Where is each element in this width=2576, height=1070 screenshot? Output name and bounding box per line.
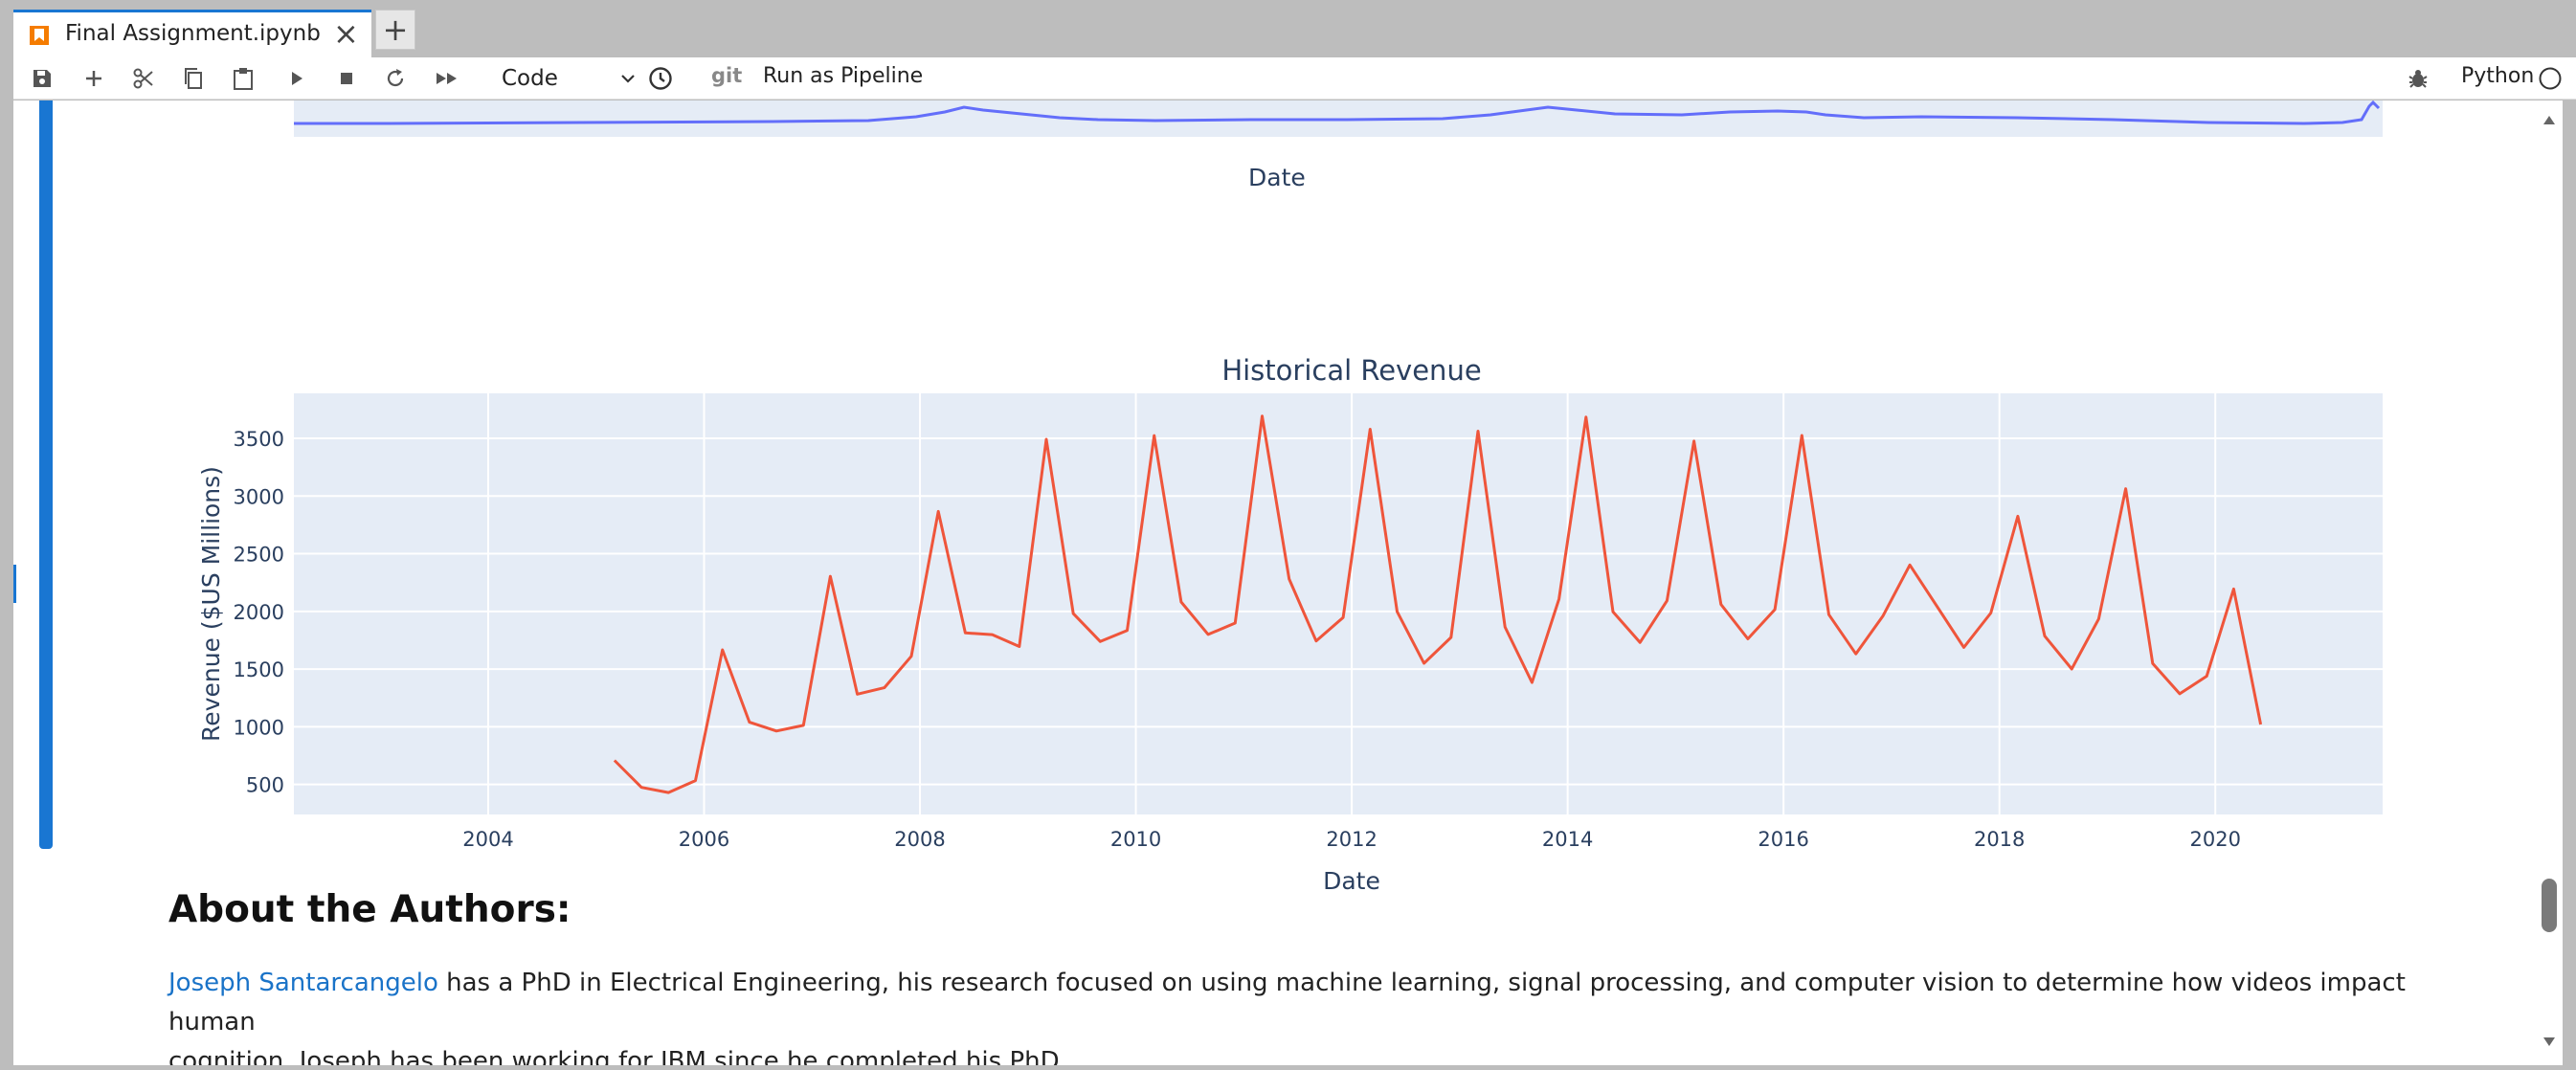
run-icon[interactable] xyxy=(283,65,310,92)
close-tab-icon[interactable]: × xyxy=(333,15,359,52)
restart-icon[interactable] xyxy=(382,65,409,92)
about-authors-paragraph: Joseph Santarcangelo has a PhD in Electr… xyxy=(168,964,2418,1065)
tab-title: Final Assignment.ipynb xyxy=(65,21,321,46)
historical-revenue-chart: Historical Revenue 2004 2006 2008 2010 2012 2… xyxy=(197,354,2383,895)
x-tick-label: 2016 xyxy=(1758,828,1808,851)
x-gridlines xyxy=(486,393,2217,814)
add-cell-icon[interactable] xyxy=(80,65,107,92)
chart-title: Historical Revenue xyxy=(1221,354,1481,387)
clock-icon[interactable] xyxy=(646,65,675,92)
cut-icon[interactable] xyxy=(130,65,157,92)
y-tick-label: 1000 xyxy=(234,716,284,739)
x-tick-label: 2018 xyxy=(1974,828,2025,851)
previous-plot-area xyxy=(294,100,2383,137)
notebook-icon xyxy=(29,25,50,46)
notebook-tab[interactable]: Final Assignment.ipynb × xyxy=(13,10,371,57)
save-icon[interactable] xyxy=(29,65,56,92)
scroll-up-icon[interactable] xyxy=(2542,112,2557,130)
plot-background xyxy=(294,393,2383,814)
stop-icon[interactable] xyxy=(333,65,360,92)
copy-icon[interactable] xyxy=(180,65,207,92)
author-link[interactable]: Joseph Santarcangelo xyxy=(168,969,438,997)
fast-forward-icon[interactable] xyxy=(433,65,461,92)
y-gridlines xyxy=(294,437,2383,786)
x-tick-label: 2006 xyxy=(679,828,729,851)
author-bio-line2: cognition. Joseph has been working for I… xyxy=(168,1047,1067,1065)
y-tick-label: 1500 xyxy=(234,658,284,681)
revenue-line xyxy=(613,414,2263,794)
previous-plot-x-axis-label: Date xyxy=(1248,164,1306,191)
kernel-status-icon xyxy=(2537,65,2564,92)
x-tick-label: 2020 xyxy=(2189,828,2240,851)
x-tick-label: 2010 xyxy=(1110,828,1161,851)
x-tick-label: 2008 xyxy=(894,828,945,851)
y-tick-label: 3000 xyxy=(234,485,284,508)
active-cell-indicator[interactable] xyxy=(39,100,53,849)
new-tab-button[interactable]: + xyxy=(375,10,415,50)
author-bio-line1: has a PhD in Electrical Engineering, his… xyxy=(168,969,2406,1037)
paste-icon[interactable] xyxy=(230,65,257,92)
tab-bar: Final Assignment.ipynb × + xyxy=(0,0,2576,57)
revenue-series xyxy=(613,414,2263,794)
x-tick-label: 2012 xyxy=(1326,828,1377,851)
cell-type-dropdown[interactable]: Code xyxy=(488,59,638,98)
x-tick-label: 2004 xyxy=(462,828,513,851)
y-tick-label: 2000 xyxy=(234,601,284,624)
previous-plot-line xyxy=(294,100,2381,125)
bug-icon[interactable] xyxy=(2405,65,2431,92)
git-button[interactable]: git xyxy=(711,64,743,87)
scrollbar-thumb[interactable] xyxy=(2542,879,2557,932)
notebook-toolbar: Code git Run as Pipeline Python xyxy=(13,57,2576,100)
y-tick-label: 3500 xyxy=(234,428,284,451)
about-authors-heading: About the Authors: xyxy=(168,888,571,931)
y-axis-label: Revenue ($US Millions) xyxy=(197,466,225,742)
x-axis-label: Date xyxy=(1323,867,1380,895)
x-tick-labels: 2004 2006 2008 2010 2012 2014 2016 2018 2020 xyxy=(462,828,2241,851)
cell-type-value: Code xyxy=(502,66,558,91)
y-tick-label: 500 xyxy=(246,774,284,797)
y-tick-label: 2500 xyxy=(234,544,284,567)
x-tick-label: 2014 xyxy=(1542,828,1593,851)
scroll-down-icon[interactable] xyxy=(2542,1035,2557,1053)
run-as-pipeline-button[interactable]: Run as Pipeline xyxy=(763,64,924,88)
y-tick-labels: 500 1000 1500 2000 2500 3000 3500 xyxy=(234,428,284,797)
chevron-down-icon xyxy=(618,69,638,92)
resize-handle[interactable] xyxy=(13,565,16,603)
kernel-name[interactable]: Python xyxy=(2461,64,2535,88)
notebook-panel: Date Historical Revenue 2004 2006 2008 2010… xyxy=(13,100,2563,1065)
vertical-scrollbar[interactable] xyxy=(2536,100,2563,1065)
